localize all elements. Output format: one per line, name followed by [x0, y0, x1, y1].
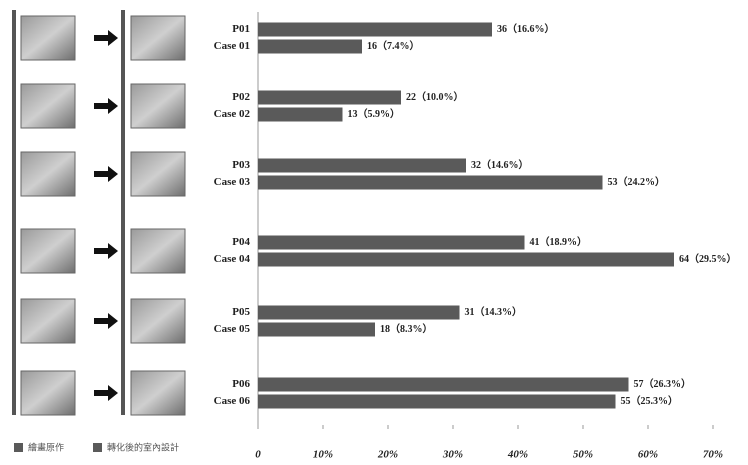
painting-thumbnail	[20, 15, 76, 61]
bar	[258, 175, 603, 190]
painting-thumbnail	[20, 370, 76, 416]
painting-thumbnail	[20, 228, 76, 274]
category-label: P02	[232, 91, 250, 103]
divider	[121, 10, 125, 415]
arrow	[94, 313, 118, 329]
x-tick-label: 10%	[313, 449, 333, 461]
interior-thumbnail	[130, 370, 186, 416]
value-label: 31（14.3%）	[465, 305, 523, 318]
legend-swatch	[93, 443, 102, 452]
bar	[258, 158, 466, 173]
painting-thumbnail	[20, 298, 76, 344]
arrow	[94, 98, 118, 114]
value-label: 13（5.9%）	[348, 107, 401, 120]
interior-thumbnail	[130, 228, 186, 274]
interior-thumbnail	[130, 15, 186, 61]
arrow	[94, 30, 118, 46]
category-label: Case 05	[214, 323, 251, 335]
category-label: P03	[232, 159, 250, 171]
arrow	[94, 385, 118, 401]
value-label: 53（24.2%）	[608, 175, 666, 188]
category-label: Case 03	[214, 176, 251, 188]
bar	[258, 252, 674, 267]
bar	[258, 305, 460, 320]
interior-thumbnail	[130, 298, 186, 344]
bar	[258, 377, 629, 392]
value-label: 32（14.6%）	[471, 158, 529, 171]
painting-thumbnail	[20, 151, 76, 197]
x-tick-label: 30%	[442, 449, 463, 461]
category-label: P04	[232, 236, 250, 248]
bar	[258, 107, 343, 122]
category-label: Case 01	[214, 40, 250, 52]
value-label: 64（29.5%）	[679, 252, 737, 265]
thumbnails	[12, 10, 186, 416]
painting-thumbnail	[20, 83, 76, 129]
bar	[258, 394, 616, 409]
value-label: 41（18.9%）	[530, 235, 588, 248]
category-label: P06	[232, 378, 250, 390]
value-label: 22（10.0%）	[406, 90, 464, 103]
category-label: P01	[232, 23, 250, 35]
bar	[258, 22, 492, 37]
value-label: 55（25.3%）	[621, 394, 679, 407]
value-label: 36（16.6%）	[497, 22, 555, 35]
x-tick-label: 40%	[507, 449, 528, 461]
value-label: 18（8.3%）	[380, 322, 433, 335]
x-tick-label: 50%	[573, 449, 593, 461]
divider	[12, 10, 16, 415]
x-tick-label: 20%	[377, 449, 398, 461]
interior-thumbnail	[130, 151, 186, 197]
category-label: Case 06	[214, 395, 251, 407]
bar	[258, 235, 525, 250]
x-tick-label: 60%	[638, 449, 658, 461]
legend-swatch	[14, 443, 23, 452]
x-tick-label: 0	[255, 449, 261, 461]
category-label: P05	[232, 306, 250, 318]
bar	[258, 322, 375, 337]
category-label: Case 04	[214, 253, 251, 265]
category-label: Case 02	[214, 108, 251, 120]
arrow	[94, 243, 118, 259]
legend-label: 繪畫原作	[28, 442, 64, 454]
bar	[258, 39, 362, 54]
value-label: 57（26.3%）	[634, 377, 692, 390]
interior-thumbnail	[130, 83, 186, 129]
x-tick-label: 70%	[703, 449, 723, 461]
legend-label: 轉化後的室內設計	[107, 442, 179, 454]
bar	[258, 90, 401, 105]
value-label: 16（7.4%）	[367, 39, 420, 52]
arrow	[94, 166, 118, 182]
